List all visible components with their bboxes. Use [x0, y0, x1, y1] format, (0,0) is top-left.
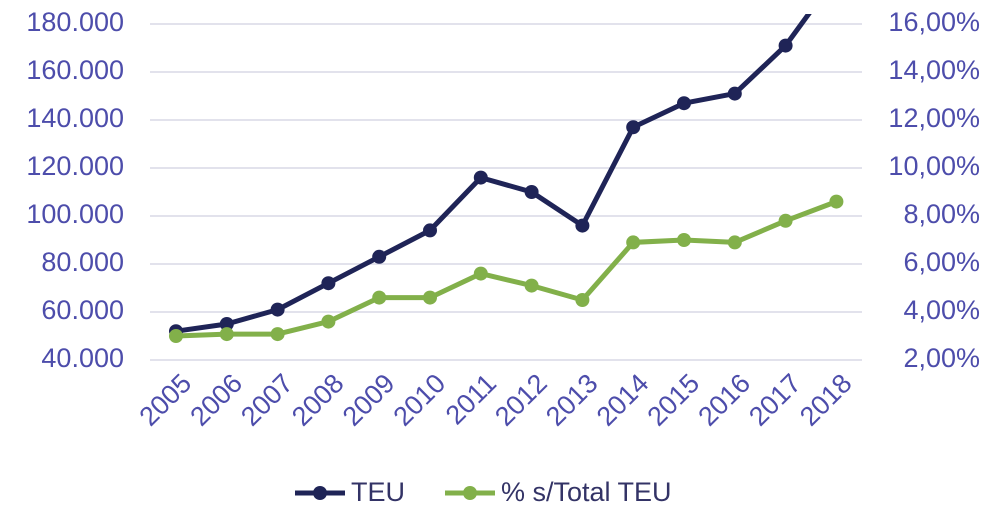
data-point [626, 235, 641, 250]
data-point [677, 233, 691, 247]
data-point [372, 249, 387, 264]
y2-tick-label: 4,00% [903, 295, 980, 325]
data-point [727, 86, 742, 101]
x-tick-label: 2010 [388, 368, 452, 432]
data-point [169, 329, 183, 343]
x-tick-label: 2011 [440, 368, 502, 430]
x-tick-label: 2006 [184, 368, 248, 432]
data-point [321, 314, 336, 329]
y2-tick-label: 6,00% [903, 247, 980, 277]
data-point [372, 290, 387, 305]
y-tick-label: 100.000 [26, 199, 124, 229]
plot [169, 14, 844, 343]
x-tick-label: 2007 [235, 368, 299, 432]
legend-marker [313, 486, 327, 500]
x-tick-label: 2014 [591, 368, 655, 432]
y2-tick-label: 2,00% [903, 343, 980, 373]
x-tick-label: 2016 [692, 368, 756, 432]
y2-tick-label: 16,00% [888, 7, 980, 37]
y-tick-label: 180.000 [26, 7, 124, 37]
data-point [778, 38, 793, 53]
legend-label: TEU [351, 477, 405, 507]
data-point [473, 266, 488, 281]
data-point [423, 223, 437, 238]
data-point [473, 170, 488, 185]
y-tick-label: 60.000 [41, 295, 124, 325]
data-point [829, 194, 844, 209]
y2-tick-label: 8,00% [903, 199, 980, 229]
series-line [175, 14, 812, 334]
data-point [219, 327, 234, 342]
data-point [270, 302, 285, 317]
legend-label: % s/Total TEU [501, 477, 672, 507]
x-tick-label: 2015 [642, 368, 706, 432]
data-point [727, 235, 742, 250]
x-tick-label: 2013 [540, 368, 604, 432]
data-point [778, 213, 793, 228]
y2-tick-label: 14,00% [888, 55, 980, 85]
x-tick-label: 2012 [489, 368, 553, 432]
data-point [423, 290, 437, 305]
x-tick-label: 2005 [134, 368, 198, 432]
data-point [575, 293, 590, 307]
data-point [677, 96, 691, 111]
data-point [321, 276, 336, 291]
data-point [270, 327, 285, 342]
x-tick-label: 2017 [743, 368, 807, 432]
data-point [219, 317, 234, 331]
x-tick-label: 2018 [794, 368, 858, 432]
y2-tick-label: 10,00% [888, 151, 980, 181]
data-point [524, 185, 539, 199]
series-line [175, 199, 838, 339]
y-tick-label: 160.000 [26, 55, 124, 85]
legend-marker [463, 486, 477, 500]
data-point [524, 278, 539, 293]
y-tick-label: 80.000 [41, 247, 124, 277]
data-point [575, 218, 590, 233]
y-tick-label: 140.000 [26, 103, 124, 133]
x-tick-label: 2009 [337, 368, 401, 432]
data-point [626, 120, 641, 135]
y-tick-label: 120.000 [26, 151, 124, 181]
x-tick-label: 2008 [286, 368, 350, 432]
y-tick-label: 40.000 [41, 343, 124, 373]
y2-tick-label: 12,00% [888, 103, 980, 133]
